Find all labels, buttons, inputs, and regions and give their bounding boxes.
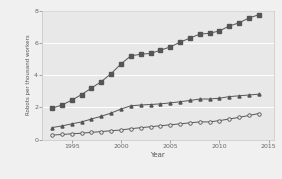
Y-axis label: Robots per thousand workers: Robots per thousand workers — [26, 35, 31, 115]
X-axis label: Year: Year — [151, 152, 165, 158]
